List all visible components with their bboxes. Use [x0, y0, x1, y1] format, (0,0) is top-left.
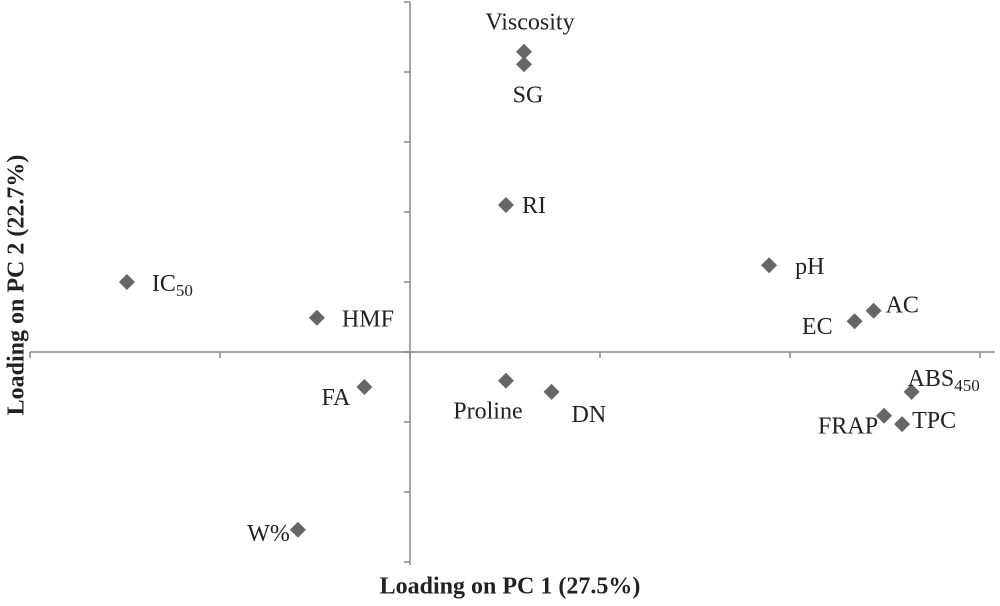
- point-label-text: HMF: [342, 306, 394, 332]
- point-label: EC: [802, 314, 833, 340]
- x-axis-title: Loading on PC 1 (27.5%): [380, 574, 641, 600]
- data-point: [497, 372, 514, 389]
- point-label-text: SG: [513, 82, 544, 108]
- point-label-text: AC: [886, 292, 919, 318]
- data-point: [497, 197, 514, 213]
- point-label-text: FRAP: [818, 413, 878, 439]
- point-label: Proline: [453, 398, 522, 424]
- point-label: FA: [321, 385, 351, 411]
- point-label-text: FA: [321, 385, 351, 411]
- data-point: [903, 383, 920, 400]
- data-point: [761, 257, 778, 274]
- point-label: DN: [572, 401, 607, 427]
- point-label-subscript: 50: [176, 281, 193, 300]
- data-point: [846, 313, 863, 330]
- point-label: IC50: [152, 271, 193, 300]
- point-label-subscript: 450: [954, 376, 980, 395]
- data-point: [894, 416, 911, 433]
- point-label-text: pH: [795, 254, 824, 280]
- data-point: [876, 407, 893, 424]
- point-label: pH: [795, 254, 824, 280]
- point-label: RI: [522, 193, 546, 219]
- point-label-text: TPC: [912, 408, 956, 434]
- point-label: ABS450: [908, 365, 980, 394]
- point-label: W%: [247, 520, 290, 546]
- point-label-text: W%: [247, 520, 290, 546]
- point-label-text: Proline: [453, 398, 522, 424]
- data-point: [118, 274, 135, 290]
- point-label-text: EC: [802, 314, 833, 340]
- data-point: [308, 309, 325, 326]
- point-label: HMF: [342, 306, 394, 332]
- data-point: [289, 521, 306, 538]
- point-label: SG: [513, 82, 544, 108]
- point-label-text: Viscosity: [485, 9, 574, 35]
- point-label: FRAP: [818, 413, 878, 439]
- data-point: [865, 302, 882, 319]
- point-label: Viscosity: [485, 9, 574, 35]
- point-label: AC: [886, 292, 919, 318]
- point-label-text: RI: [522, 193, 546, 219]
- data-point: [356, 379, 373, 395]
- point-label-text: DN: [572, 401, 607, 427]
- point-label-text: ABS: [908, 365, 955, 391]
- y-axis-title: Loading on PC 2 (22.7%): [4, 155, 30, 416]
- point-label: TPC: [912, 408, 956, 434]
- data-point: [543, 383, 560, 400]
- data-point: [516, 56, 532, 73]
- data-point: [516, 43, 532, 60]
- point-label-text: IC: [152, 271, 176, 297]
